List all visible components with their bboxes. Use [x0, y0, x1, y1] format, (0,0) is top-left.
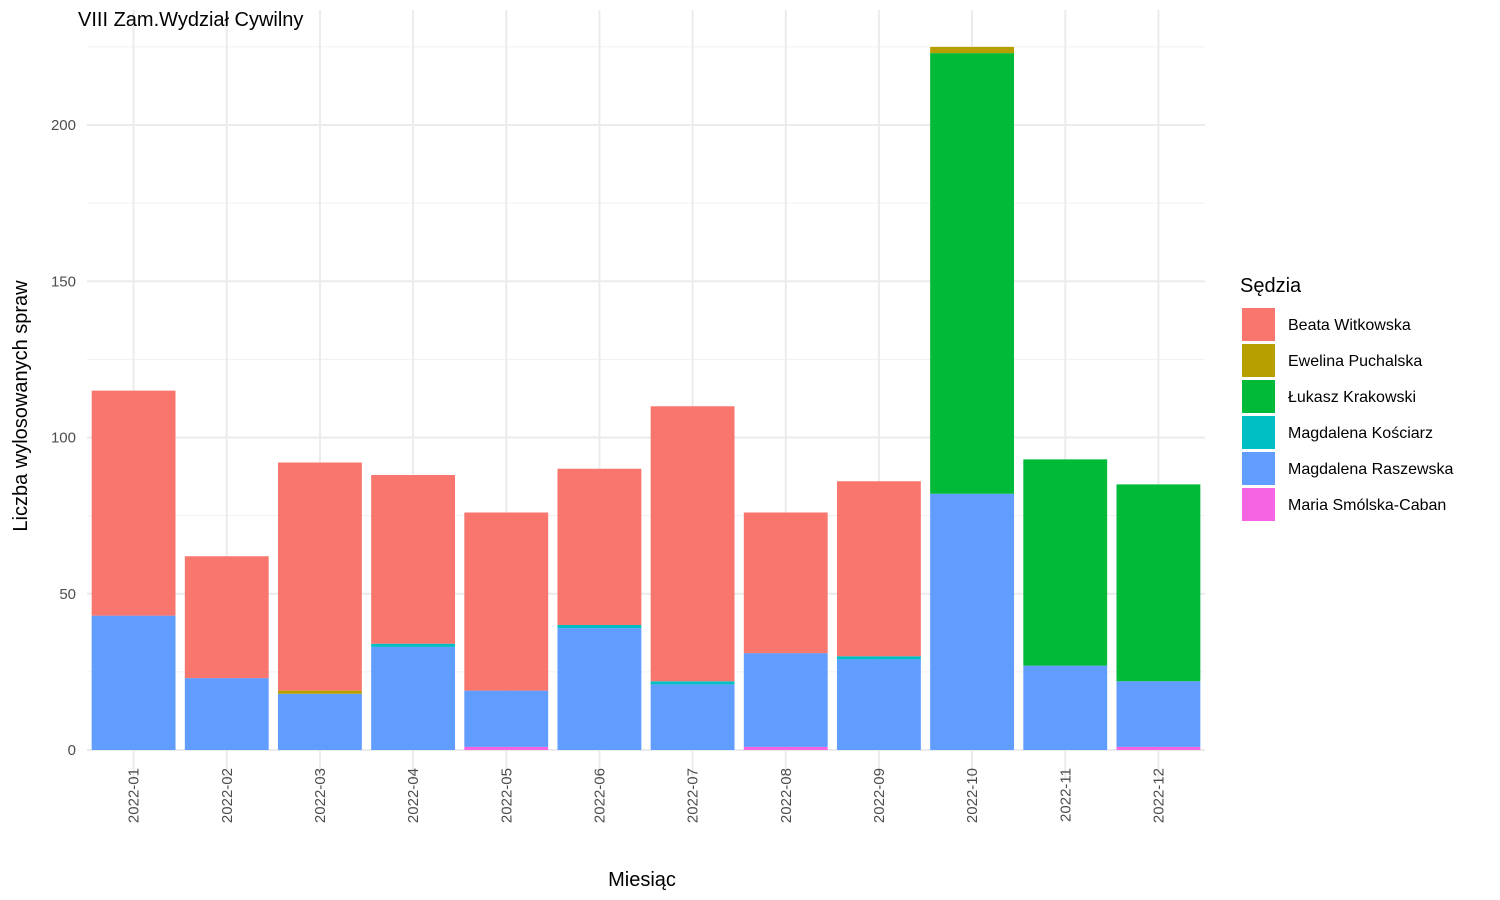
x-tick-label: 2022-12: [1150, 768, 1167, 823]
bar-segment: [464, 512, 549, 691]
legend-label: Magdalena Kościarz: [1288, 425, 1433, 442]
legend-key: [1242, 344, 1275, 377]
legend-label: Magdalena Raszewska: [1288, 461, 1454, 478]
bar-segment: [930, 46, 1015, 54]
bar-segment: [277, 690, 362, 694]
y-tick-label: 200: [51, 117, 76, 134]
bar-segment: [91, 390, 176, 616]
legend-label: Ewelina Puchalska: [1288, 353, 1422, 370]
bar-segment: [371, 475, 456, 644]
bar-segment: [743, 746, 828, 750]
legend-key: [1242, 308, 1275, 341]
legend-key: [1242, 416, 1275, 449]
legend-label: Beata Witkowska: [1288, 317, 1411, 334]
x-tick-label: 2022-08: [778, 768, 795, 823]
y-axis-title: Liczba wylosowanych spraw: [10, 280, 32, 532]
bar-segment: [930, 53, 1015, 494]
bar-segment: [557, 468, 642, 625]
bar-segment: [743, 512, 828, 654]
x-axis-title: Miesiąc: [608, 869, 676, 891]
bar-segment: [1116, 484, 1201, 682]
bar-segment: [1023, 459, 1108, 666]
bar-segment: [184, 678, 269, 750]
bar-segment: [557, 628, 642, 750]
bar-segment: [371, 643, 456, 647]
bar-segment: [650, 681, 735, 685]
legend-key: [1242, 452, 1275, 485]
x-tick-label: 2022-10: [964, 768, 981, 823]
y-tick-label: 50: [59, 586, 76, 603]
bar-segment: [836, 481, 921, 657]
y-axis-ticks: 0 50 100 150 200: [51, 117, 76, 759]
bar-segment: [930, 493, 1015, 750]
x-tick-label: 2022-03: [312, 768, 329, 823]
x-tick-label: 2022-11: [1057, 768, 1074, 822]
x-tick-label: 2022-04: [405, 768, 422, 823]
bar-segment: [464, 690, 549, 747]
bar-segment: [836, 659, 921, 750]
legend-key: [1242, 488, 1275, 521]
bar-segment: [464, 746, 549, 750]
bar-segment: [184, 556, 269, 679]
legend-label: Maria Smólska-Caban: [1288, 497, 1446, 514]
x-axis-ticks: 2022-01 2022-02 2022-03 2022-04 2022-05 2022-…: [126, 768, 1168, 823]
bar-segment: [1116, 681, 1201, 747]
bar-segment: [1023, 665, 1108, 750]
legend-label: Łukasz Krakowski: [1288, 389, 1416, 406]
y-tick-label: 150: [51, 273, 76, 290]
bar-segment: [277, 462, 362, 691]
bar-segment: [836, 656, 921, 660]
bar-segment: [1116, 746, 1201, 750]
bar-segment: [277, 693, 362, 750]
x-tick-label: 2022-07: [685, 768, 702, 823]
bar-segment: [650, 684, 735, 750]
chart-title: VIII Zam.Wydział Cywilny: [78, 9, 303, 31]
bar-segment: [91, 615, 176, 750]
legend-key: [1242, 380, 1275, 413]
x-tick-label: 2022-06: [591, 768, 608, 823]
bar-segment: [557, 625, 642, 629]
bar-segment: [650, 406, 735, 682]
bar-segment: [371, 646, 456, 750]
x-tick-label: 2022-01: [126, 768, 143, 823]
x-tick-label: 2022-05: [498, 768, 515, 823]
y-tick-label: 100: [51, 430, 76, 447]
y-tick-label: 0: [68, 742, 76, 759]
legend: Sędzia Beata Witkowska Ewelina Puchalska Ł…: [1240, 275, 1454, 521]
legend-title: Sędzia: [1240, 275, 1302, 297]
bars: [91, 46, 1201, 750]
x-tick-label: 2022-09: [871, 768, 888, 823]
bar-segment: [743, 653, 828, 747]
x-tick-label: 2022-02: [219, 768, 236, 823]
